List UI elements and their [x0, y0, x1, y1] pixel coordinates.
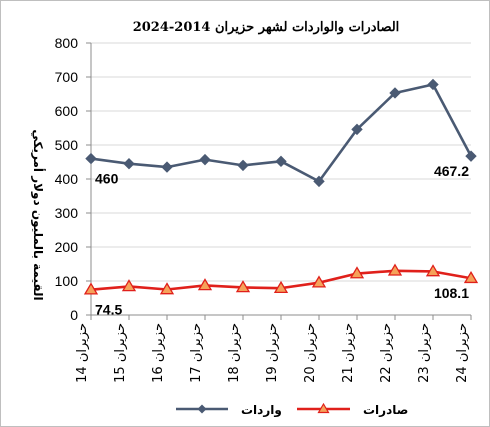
y-tick-label: 100: [55, 273, 79, 289]
x-tick-labels: حزيران 14 حزيران 15 حزيران 16 حزيران 17 حزير…: [75, 323, 470, 383]
data-point: [389, 87, 401, 99]
legend-item: صادرات: [297, 402, 408, 417]
data-point: [83, 282, 99, 295]
x-tick-label: حزيران 19: [265, 323, 280, 383]
data-labels: 460 467.2 74.5 108.1: [95, 163, 469, 318]
data-point: [349, 266, 365, 279]
legend-label: صادرات: [363, 403, 408, 417]
data-point: [197, 278, 213, 291]
legend-marker: [197, 404, 207, 414]
x-tick-label: حزيران 24: [455, 323, 470, 383]
data-point: [85, 152, 97, 165]
y-tick-label: 400: [55, 171, 79, 187]
data-label: 467.2: [434, 163, 469, 179]
data-point: [199, 153, 211, 166]
x-tick-label: حزيران 20: [303, 323, 318, 383]
data-point: [387, 263, 403, 276]
data-label: 108.1: [434, 285, 469, 301]
y-tick-label: 0: [70, 307, 78, 323]
series-0: [85, 78, 477, 188]
x-tick-label: حزيران 18: [227, 323, 242, 383]
data-point: [273, 280, 289, 293]
y-axis-label: القيمة بالمليون دولار أمريكي: [30, 129, 46, 300]
x-tick-label: حزيران 14: [75, 323, 90, 383]
legend-label: واردات: [241, 403, 282, 418]
axes: [86, 42, 472, 320]
x-tick-label: حزيران 22: [379, 323, 394, 383]
data-point: [159, 282, 175, 295]
data-point: [427, 78, 439, 91]
x-tick-label: حزيران 21: [341, 323, 356, 383]
data-point: [121, 279, 137, 292]
y-tick-label: 700: [55, 69, 79, 85]
data-point: [425, 264, 441, 277]
data-point: [311, 275, 327, 288]
legend-marker: [317, 402, 330, 414]
gridlines: [91, 42, 471, 282]
data-point: [351, 123, 363, 136]
data-point: [463, 270, 479, 284]
y-tick-label: 500: [55, 137, 79, 153]
x-tick-label: حزيران 16: [151, 323, 166, 383]
data-point: [235, 280, 251, 293]
data-point: [237, 159, 249, 172]
data-point: [123, 157, 135, 170]
y-tick-label: 600: [55, 103, 79, 119]
y-tick-label: 200: [55, 239, 79, 255]
data-point: [161, 161, 173, 173]
x-tick-label: حزيران 23: [417, 323, 432, 383]
series-layer: [83, 78, 479, 295]
data-label: 74.5: [95, 302, 122, 318]
chart-title: الصادرات والواردات لشهر حزيران 2014-2024: [133, 20, 400, 35]
series-1: [83, 263, 479, 295]
legend-item: واردات: [176, 403, 282, 418]
data-label: 460: [95, 171, 119, 187]
x-tick-label: حزيران 17: [189, 323, 204, 383]
y-tick-label: 800: [55, 35, 79, 51]
y-tick-label: 300: [55, 205, 79, 221]
x-tick-label: حزيران 15: [113, 323, 128, 383]
data-point: [465, 150, 477, 162]
data-point: [313, 175, 325, 188]
data-point: [275, 155, 287, 168]
legend: واردات صادرات: [176, 402, 408, 418]
y-tick-labels: 0 100 200 300 400 500 600 700 800: [55, 35, 79, 323]
